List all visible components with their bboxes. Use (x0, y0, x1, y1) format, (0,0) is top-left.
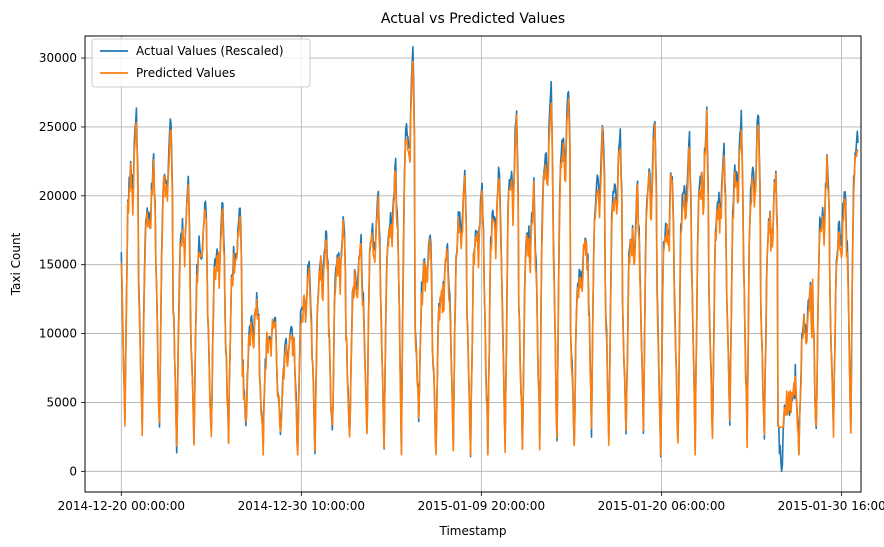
x-tick-label: 2014-12-20 00:00:00 (58, 499, 185, 513)
x-tick-label: 2015-01-20 06:00:00 (598, 499, 725, 513)
legend-label-predicted: Predicted Values (136, 66, 235, 80)
y-tick-label: 10000 (39, 327, 77, 341)
y-tick-label: 15000 (39, 258, 77, 272)
x-axis-label: Timestamp (439, 524, 507, 538)
y-tick-label: 25000 (39, 120, 77, 134)
chart-title: Actual vs Predicted Values (381, 11, 565, 27)
legend: Actual Values (Rescaled) Predicted Value… (92, 39, 310, 87)
x-tick-label: 2015-01-09 20:00:00 (418, 499, 545, 513)
y-tick-label: 30000 (39, 51, 77, 65)
x-tick-label: 2014-12-30 10:00:00 (238, 499, 365, 513)
y-tick-label: 20000 (39, 189, 77, 203)
y-tick-label: 0 (69, 464, 77, 478)
y-axis-label: Taxi Count (9, 232, 23, 296)
x-tick-label: 2015-01-30 16:00:00 (778, 499, 884, 513)
legend-label-actual: Actual Values (Rescaled) (136, 44, 284, 58)
y-tick-label: 5000 (46, 395, 77, 409)
